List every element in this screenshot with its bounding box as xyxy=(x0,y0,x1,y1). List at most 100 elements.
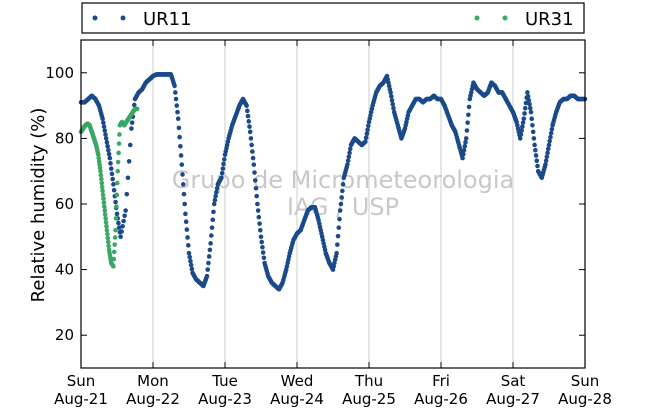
y-tick-label: 60 xyxy=(55,195,74,213)
data-point-ur11 xyxy=(101,120,106,125)
data-point-ur11 xyxy=(253,185,259,191)
data-point-ur31 xyxy=(113,216,119,221)
data-point-ur11 xyxy=(338,201,344,207)
x-tick-label-date: Aug-24 xyxy=(270,390,324,408)
data-point-ur11 xyxy=(104,140,110,145)
data-point-ur11 xyxy=(211,209,216,215)
data-point-ur11 xyxy=(219,175,224,181)
data-point-ur31 xyxy=(105,239,111,245)
data-point-ur11 xyxy=(254,193,259,199)
data-point-ur11 xyxy=(175,109,180,115)
data-point-ur11 xyxy=(461,151,466,157)
x-tick-label-day: Sun xyxy=(571,372,600,390)
data-point-ur11 xyxy=(131,102,137,108)
data-point-ur31 xyxy=(105,231,110,237)
data-point-ur11 xyxy=(180,182,186,187)
data-point-ur11 xyxy=(113,199,118,205)
legend-marker-ur11 xyxy=(92,15,98,21)
data-point-ur11 xyxy=(347,146,353,152)
data-point-ur11 xyxy=(526,98,532,103)
data-point-ur11 xyxy=(345,162,350,167)
legend-marker-ur11 xyxy=(120,15,126,21)
legend-label-ur31: UR31 xyxy=(525,9,574,30)
data-point-ur11 xyxy=(545,150,550,156)
data-point-ur31 xyxy=(98,172,104,178)
data-point-ur11 xyxy=(257,227,263,233)
x-tick-label-day: Tue xyxy=(211,372,238,390)
data-point-ur11 xyxy=(252,170,257,175)
data-point-ur11 xyxy=(177,134,182,140)
data-point-ur11 xyxy=(520,124,525,129)
data-point-ur31 xyxy=(111,249,117,255)
data-point-ur11 xyxy=(462,143,468,149)
data-point-ur11 xyxy=(527,101,532,107)
data-point-ur11 xyxy=(122,213,127,219)
data-point-ur31 xyxy=(103,216,108,221)
legend-marker-ur31 xyxy=(502,15,508,21)
data-point-ur11 xyxy=(532,142,537,148)
data-point-ur11 xyxy=(172,83,177,89)
data-point-ur11 xyxy=(345,158,351,164)
data-point-ur11 xyxy=(347,150,352,156)
data-point-ur11 xyxy=(528,109,534,115)
x-tick-label-day: Sat xyxy=(501,372,526,390)
data-point-ur11 xyxy=(544,154,550,160)
data-point-ur11 xyxy=(184,227,190,232)
data-point-ur31 xyxy=(112,242,117,247)
data-point-ur11 xyxy=(258,234,264,240)
data-point-ur11 xyxy=(209,225,215,230)
data-point-ur11 xyxy=(188,258,193,264)
data-point-ur11 xyxy=(183,219,189,225)
data-point-ur11 xyxy=(206,260,211,266)
data-point-ur31 xyxy=(101,196,106,202)
data-point-ur11 xyxy=(101,124,107,129)
data-point-ur11 xyxy=(518,132,524,137)
data-point-ur11 xyxy=(118,234,123,240)
data-point-ur11 xyxy=(120,224,125,229)
data-point-ur11 xyxy=(102,128,108,133)
data-point-ur11 xyxy=(207,247,213,253)
data-point-ur11 xyxy=(531,136,537,141)
data-point-ur11 xyxy=(205,267,211,272)
data-point-ur31 xyxy=(99,184,105,190)
data-point-ur11 xyxy=(260,250,266,255)
data-point-ur11 xyxy=(535,163,540,169)
data-point-ur11 xyxy=(247,129,253,135)
data-point-ur11 xyxy=(248,136,254,141)
data-point-ur11 xyxy=(463,136,469,141)
data-point-ur11 xyxy=(255,208,261,213)
data-point-ur11 xyxy=(522,105,528,111)
data-point-ur11 xyxy=(339,195,344,200)
data-point-ur11 xyxy=(257,221,262,226)
y-tick-label: 20 xyxy=(55,326,74,344)
data-point-ur11 xyxy=(520,120,526,125)
data-point-ur11 xyxy=(548,134,553,140)
data-point-ur11 xyxy=(125,175,131,181)
data-point-ur31 xyxy=(113,227,118,233)
data-point-ur11 xyxy=(119,229,124,234)
data-point-ur11 xyxy=(173,96,179,102)
x-tick-label-date: Aug-23 xyxy=(198,390,252,408)
data-point-ur31 xyxy=(103,220,109,225)
data-point-ur11 xyxy=(110,176,115,182)
data-point-ur11 xyxy=(365,127,370,133)
data-point-ur31 xyxy=(102,204,107,209)
data-point-ur11 xyxy=(525,94,531,99)
x-tick-label-day: Wed xyxy=(281,372,314,390)
data-point-ur11 xyxy=(123,208,128,213)
data-point-ur11 xyxy=(116,225,122,230)
data-point-ur11 xyxy=(179,162,185,167)
data-point-ur11 xyxy=(336,225,342,230)
data-point-ur31 xyxy=(104,227,110,233)
data-point-ur11 xyxy=(111,182,116,187)
data-point-ur11 xyxy=(543,162,548,167)
data-point-ur11 xyxy=(466,112,471,118)
data-point-ur31 xyxy=(116,141,122,146)
data-point-ur11 xyxy=(245,108,250,114)
data-point-ur11 xyxy=(389,94,394,99)
data-point-ur31 xyxy=(114,192,120,198)
data-point-ur11 xyxy=(181,191,187,197)
data-point-ur11 xyxy=(391,105,396,111)
data-point-ur11 xyxy=(543,158,549,164)
